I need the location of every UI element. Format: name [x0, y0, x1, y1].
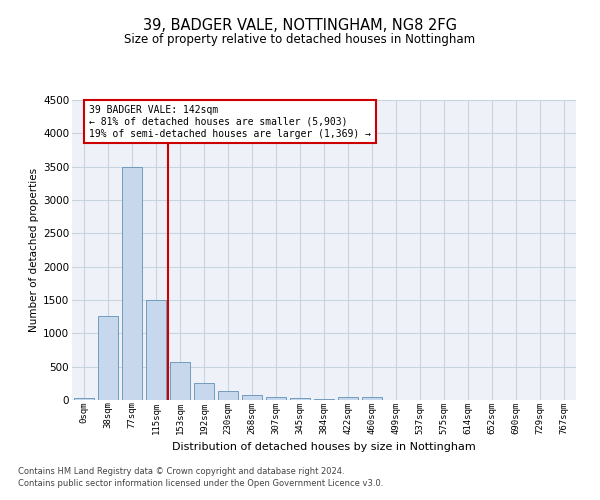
Bar: [218, 390, 238, 400]
Bar: [242, 394, 262, 400]
Text: 39, BADGER VALE, NOTTINGHAM, NG8 2FG: 39, BADGER VALE, NOTTINGHAM, NG8 2FG: [143, 18, 457, 32]
Text: 39 BADGER VALE: 142sqm
← 81% of detached houses are smaller (5,903)
19% of semi-: 39 BADGER VALE: 142sqm ← 81% of detached…: [89, 106, 371, 138]
Text: Distribution of detached houses by size in Nottingham: Distribution of detached houses by size …: [172, 442, 476, 452]
Bar: [194, 384, 214, 400]
Bar: [146, 300, 166, 400]
Bar: [98, 316, 118, 400]
Bar: [266, 396, 286, 400]
Y-axis label: Number of detached properties: Number of detached properties: [29, 168, 39, 332]
Bar: [290, 398, 310, 400]
Text: Contains HM Land Registry data © Crown copyright and database right 2024.: Contains HM Land Registry data © Crown c…: [18, 467, 344, 476]
Bar: [314, 398, 334, 400]
Bar: [170, 362, 190, 400]
Bar: [74, 398, 94, 400]
Text: Contains public sector information licensed under the Open Government Licence v3: Contains public sector information licen…: [18, 479, 383, 488]
Bar: [362, 398, 382, 400]
Bar: [338, 396, 358, 400]
Bar: [122, 166, 142, 400]
Text: Size of property relative to detached houses in Nottingham: Size of property relative to detached ho…: [124, 32, 476, 46]
